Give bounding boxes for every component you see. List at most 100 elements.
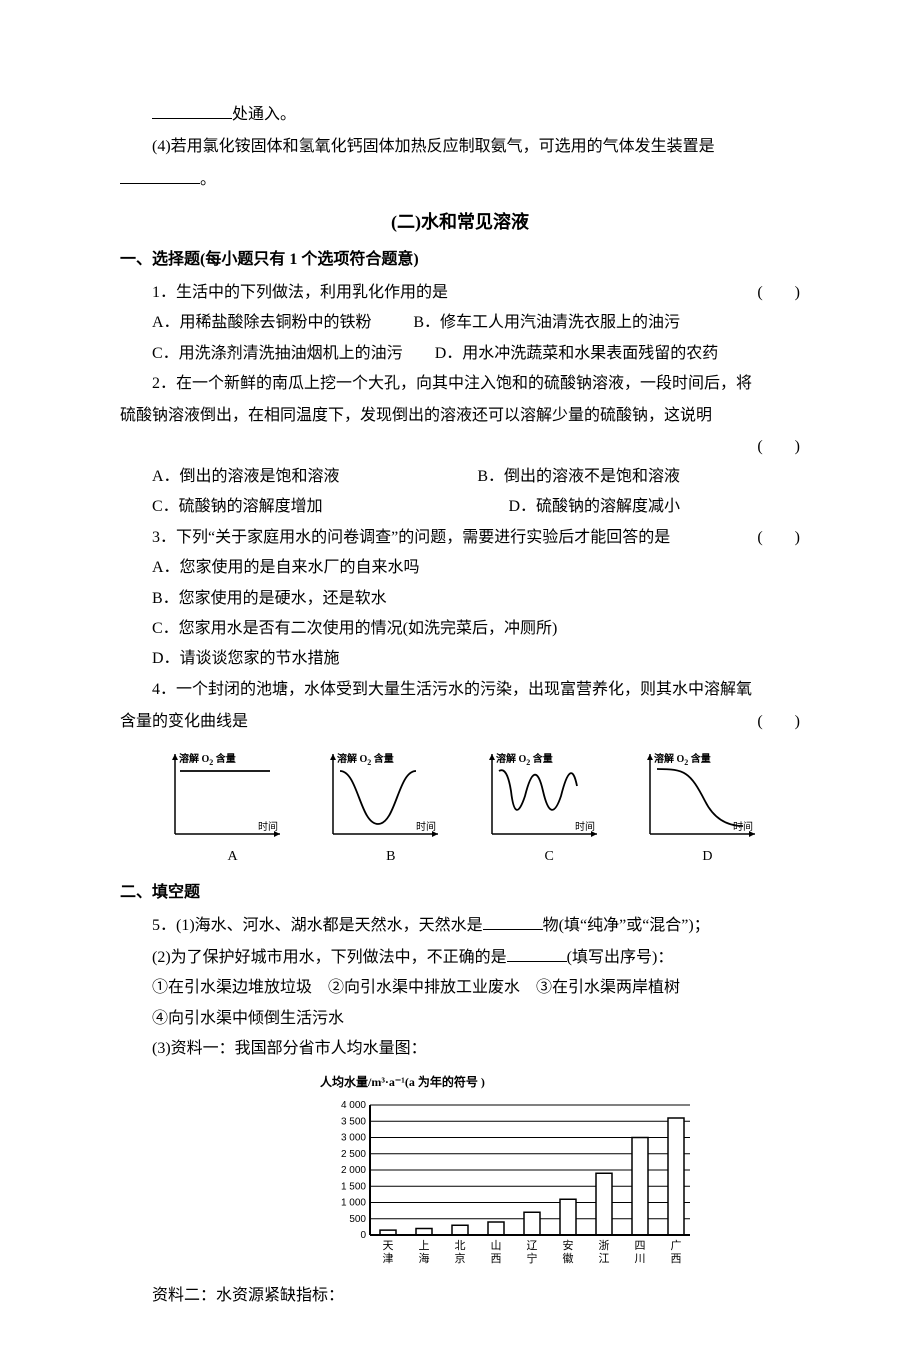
q3-paren: ( ) [725, 523, 800, 553]
svg-text:天: 天 [383, 1240, 394, 1252]
q4-stem1: 4．一个封闭的池塘，水体受到大量生活污水的污染，出现富营养化，则其水中溶解氧 [120, 675, 800, 705]
q2-stem1: 2．在一个新鲜的南瓜上挖一个大孔，向其中注入饱和的硫酸钠溶液，一段时间后，将 [120, 369, 800, 399]
intro-tail: 处通入。 [120, 100, 800, 130]
svg-text:4 000: 4 000 [341, 1100, 366, 1111]
q3-stem-text: 3．下列“关于家庭用水的问卷调查”的问题，需要进行实验后才能回答的是 [120, 523, 670, 553]
q1-opts-row1: A．用稀盐酸除去铜粉中的铁粉 B．修车工人用汽油清洗衣服上的油污 [120, 308, 800, 338]
q1-stem: 1．生活中的下列做法，利用乳化作用的是 ( ) [120, 278, 800, 308]
blank-intro2 [120, 168, 200, 184]
mini-chart-B: 溶解 O2 含量时间 B [318, 746, 463, 871]
q5-p4: ④向引水渠中倾倒生活污水 [120, 1004, 800, 1034]
mini-chart-D: 溶解 O2 含量时间 D [635, 746, 780, 871]
intro-tail-text: 处通入。 [232, 106, 296, 123]
svg-text:海: 海 [419, 1251, 430, 1265]
bar-chart-svg: 0 500 1 000 1 500 2 000 2 500 3 000 3 500 4 000 天… [320, 1095, 720, 1275]
q5-blank2 [507, 946, 567, 962]
svg-text:江: 江 [599, 1252, 610, 1265]
svg-text:溶解 O2 含量: 溶解 O2 含量 [337, 752, 394, 767]
q5-p2-b: (填写出序号)： [567, 949, 674, 966]
svg-text:川: 川 [635, 1253, 646, 1265]
svg-text:津: 津 [383, 1252, 394, 1265]
svg-text:0: 0 [360, 1230, 366, 1241]
chart-letter-B: B [318, 844, 463, 871]
mini-chart-C: 溶解 O2 含量时间 C [477, 746, 622, 871]
svg-text:徽: 徽 [563, 1251, 574, 1265]
q1-stem-text: 1．生活中的下列做法，利用乳化作用的是 [120, 278, 448, 308]
svg-text:京: 京 [455, 1251, 466, 1265]
q2-B: B．倒出的溶液不是饱和溶液 [445, 462, 800, 492]
q1-B: B．修车工人用汽油清洗衣服上的油污 [381, 308, 800, 338]
q1-opts-row2: C．用洗涤剂清洗抽油烟机上的油污 D．用水冲洗蔬菜和水果表面残留的农药 [120, 339, 800, 369]
q5-p3: ①在引水渠边堆放垃圾 ②向引水渠中排放工业废水 ③在引水渠两岸植树 [120, 973, 800, 1003]
q1-paren: ( ) [725, 278, 800, 308]
svg-text:时间: 时间 [575, 820, 595, 833]
q3-D: D．请谈谈您家的节水措施 [120, 644, 800, 674]
svg-text:时间: 时间 [416, 820, 436, 833]
svg-text:浙: 浙 [599, 1239, 610, 1252]
q5-p1-a: 5．(1)海水、河水、湖水都是天然水，天然水是 [152, 917, 483, 934]
q2-opts-row1: A．倒出的溶液是饱和溶液 B．倒出的溶液不是饱和溶液 [120, 462, 800, 492]
svg-text:2 000: 2 000 [341, 1165, 366, 1176]
q2-opts-row2: C．硫酸钠的溶解度增加 D．硫酸钠的溶解度减小 [120, 492, 800, 522]
q5-p2-a: (2)为了保护好城市用水，下列做法中，不正确的是 [152, 949, 507, 966]
q5-p5: (3)资料一：我国部分省市人均水量图： [120, 1034, 800, 1064]
svg-text:安: 安 [563, 1238, 574, 1252]
svg-text:西: 西 [671, 1253, 682, 1265]
blank-intro [152, 103, 232, 119]
q4-stem2-line: 含量的变化曲线是 ( ) [120, 707, 800, 737]
q5-p1-b: 物(填“纯净”或“混合”)； [543, 917, 710, 934]
svg-text:溶解 O2 含量: 溶解 O2 含量 [654, 752, 711, 767]
q3-C: C．您家用水是否有二次使用的情况(如洗完菜后，冲厕所) [120, 614, 800, 644]
footer-line: 资料二：水资源紧缺指标： [120, 1281, 800, 1311]
intro-period: 。 [200, 171, 216, 188]
q3-B: B．您家使用的是硬水，还是软水 [120, 584, 800, 614]
q2-stem2: 硫酸钠溶液倒出，在相同温度下，发现倒出的溶液还可以溶解少量的硫酸钠，这说明 [120, 401, 800, 431]
svg-text:3 500: 3 500 [341, 1117, 366, 1128]
q5-p1: 5．(1)海水、河水、湖水都是天然水，天然水是 物(填“纯净”或“混合”)； [120, 911, 800, 941]
q1-D: D．用水冲洗蔬菜和水果表面残留的农药 [403, 339, 839, 369]
bar-chart-title: 人均水量/m³·a⁻¹(a 为年的符号 ) [320, 1071, 800, 1094]
chart-letter-D: D [635, 844, 780, 871]
q2-A: A．倒出的溶液是饱和溶液 [120, 462, 340, 492]
q1-C: C．用洗涤剂清洗抽油烟机上的油污 [120, 339, 403, 369]
svg-text:西: 西 [491, 1253, 502, 1265]
svg-text:1 500: 1 500 [341, 1182, 366, 1193]
chart-letter-C: C [477, 844, 622, 871]
svg-text:3 000: 3 000 [341, 1133, 366, 1144]
q5-blank1 [483, 914, 543, 930]
q4-stem2: 含量的变化曲线是 [120, 707, 248, 737]
svg-text:广: 广 [671, 1239, 682, 1252]
q4-paren: ( ) [757, 707, 800, 737]
mini-charts-row: 溶解 O2 含量时间 A 溶解 O2 含量时间 B 溶解 O2 含量时间 C 溶解 O… [160, 746, 780, 871]
svg-text:宁: 宁 [527, 1251, 538, 1265]
svg-text:时间: 时间 [258, 820, 278, 833]
q2-D: D．硫酸钠的溶解度减小 [476, 492, 800, 522]
svg-text:四: 四 [635, 1240, 646, 1252]
svg-text:500: 500 [349, 1214, 366, 1225]
heading-fill: 二、填空题 [120, 878, 800, 908]
svg-text:山: 山 [491, 1239, 502, 1252]
svg-text:2 500: 2 500 [341, 1149, 366, 1160]
q3-stem: 3．下列“关于家庭用水的问卷调查”的问题，需要进行实验后才能回答的是 ( ) [120, 523, 800, 553]
intro-q4: (4)若用氯化铵固体和氢氧化钙固体加热反应制取氨气，可选用的气体发生装置是 [120, 132, 800, 162]
q5-p2: (2)为了保护好城市用水，下列做法中，不正确的是 (填写出序号)： [120, 943, 800, 973]
q1-A: A．用稀盐酸除去铜粉中的铁粉 [120, 308, 372, 338]
section-title: (二)水和常见溶液 [120, 205, 800, 239]
svg-text:时间: 时间 [733, 820, 753, 833]
svg-text:溶解 O2 含量: 溶解 O2 含量 [179, 752, 236, 767]
mini-chart-A: 溶解 O2 含量时间 A [160, 746, 305, 871]
svg-text:北: 北 [455, 1239, 466, 1252]
intro-q4-text: (4)若用氯化铵固体和氢氧化钙固体加热反应制取氨气，可选用的气体发生装置是 [152, 138, 715, 155]
q2-paren-line: ( ) [120, 432, 800, 462]
heading-choice: 一、选择题(每小题只有 1 个选项符合题意) [120, 245, 800, 275]
q2-paren: ( ) [757, 438, 800, 455]
svg-text:辽: 辽 [527, 1239, 538, 1252]
svg-text:上: 上 [419, 1239, 430, 1252]
bar-chart-wrap: 人均水量/m³·a⁻¹(a 为年的符号 ) 0 500 1 000 1 500 2 00… [320, 1071, 800, 1276]
svg-text:溶解 O2 含量: 溶解 O2 含量 [496, 752, 553, 767]
chart-letter-A: A [160, 844, 305, 871]
intro-blank-line: 。 [120, 165, 800, 195]
q3-A: A．您家使用的是自来水厂的自来水吗 [120, 553, 800, 583]
q2-C: C．硫酸钠的溶解度增加 [120, 492, 323, 522]
svg-text:1 000: 1 000 [341, 1198, 366, 1209]
